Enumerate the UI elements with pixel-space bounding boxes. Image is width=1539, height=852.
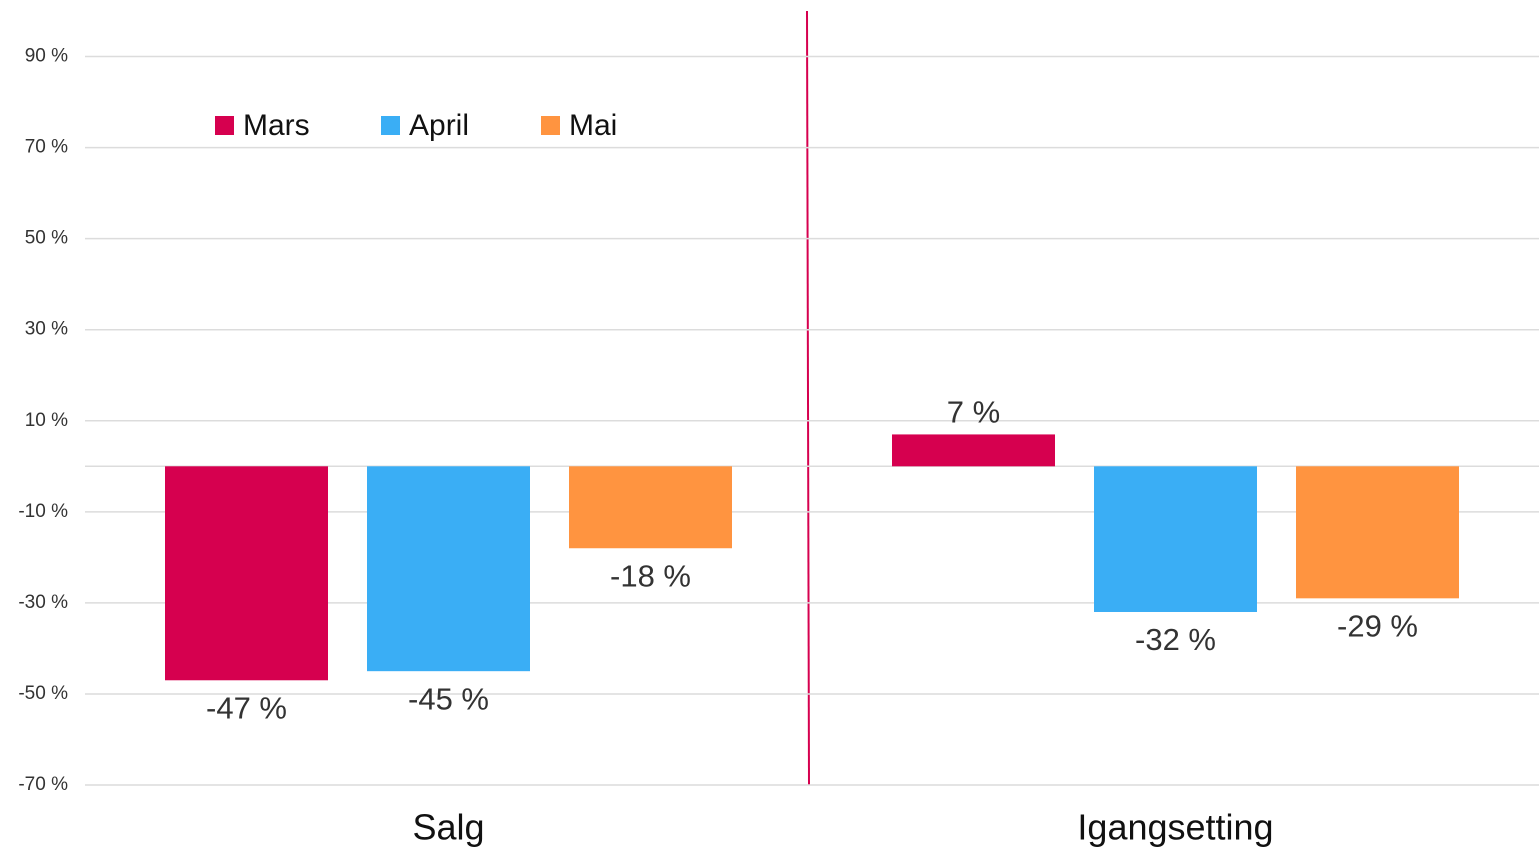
legend-label: Mai [569, 109, 617, 142]
bar [1296, 466, 1459, 599]
bar [1094, 466, 1257, 612]
legend-swatch [381, 116, 400, 135]
legend-label: April [409, 109, 469, 142]
y-tick-label: 50 % [25, 228, 68, 249]
y-tick-label: -30 % [18, 592, 68, 613]
legend-swatch [541, 116, 560, 135]
x-tick-label: Igangsetting [1077, 807, 1273, 848]
bar [165, 466, 328, 681]
y-tick-label: 10 % [25, 410, 68, 431]
y-tick-label: 70 % [25, 137, 68, 158]
bar [569, 466, 732, 549]
legend-label: Mars [243, 109, 310, 142]
value-label: -29 % [1337, 609, 1418, 644]
value-label: 7 % [947, 395, 1000, 430]
y-tick-label: 30 % [25, 319, 68, 340]
y-tick-label: 90 % [25, 46, 68, 67]
bar [892, 434, 1055, 467]
y-tick-label: -50 % [18, 683, 68, 704]
value-label: -45 % [408, 681, 489, 716]
group-divider [806, 10, 810, 786]
legend-swatch [215, 116, 234, 135]
bar [367, 466, 530, 672]
y-tick-label: -10 % [18, 501, 68, 522]
value-label: -32 % [1135, 622, 1216, 657]
value-label: -18 % [610, 558, 691, 593]
x-tick-label: Salg [412, 807, 484, 848]
y-tick-label: -70 % [18, 774, 68, 795]
value-label: -47 % [206, 690, 287, 725]
